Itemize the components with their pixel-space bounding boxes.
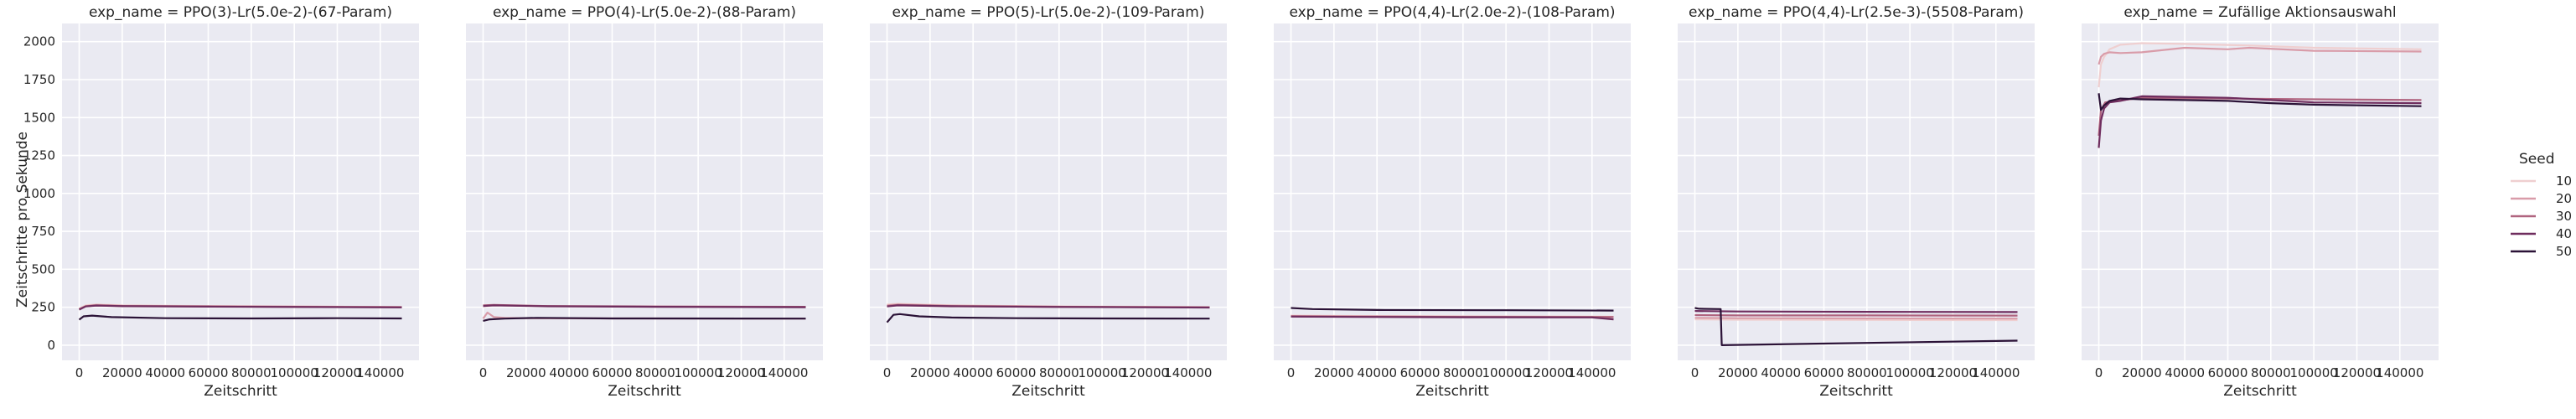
x-tick-label: 100000 — [271, 365, 318, 380]
legend-item-seed-30: 30 — [2511, 209, 2572, 224]
legend-item-seed-20: 20 — [2511, 191, 2572, 206]
x-tick-label: 0 — [883, 365, 892, 380]
y-tick-label: 750 — [31, 224, 55, 239]
panel-2: exp_name = PPO(4)-Lr(5.0e-2)-(88-Param) 0… — [466, 4, 823, 400]
panel-title: exp_name = PPO(4,4)-Lr(2.0e-2)-(108-Para… — [1289, 4, 1615, 21]
series-line-seed-40 — [1695, 311, 2018, 312]
x-tick-label: 80000 — [1443, 365, 1483, 380]
x-tick-label: 0 — [479, 365, 488, 380]
y-tick-label: 0 — [47, 338, 55, 353]
x-tick-label: 20000 — [1314, 365, 1354, 380]
x-tick-label: 120000 — [717, 365, 765, 380]
x-tick-label: 140000 — [1972, 365, 2020, 380]
panel-title: exp_name = PPO(3)-Lr(5.0e-2)-(67-Param) — [89, 4, 392, 21]
legend: Seed 10 20 30 40 50 — [2511, 151, 2572, 259]
x-tick-label: 100000 — [1079, 365, 1126, 380]
y-tick-label: 250 — [31, 300, 55, 315]
x-tick-label: 120000 — [1929, 365, 1977, 380]
legend-label: 10 — [2556, 173, 2572, 189]
x-axis-label: Zeitschritt — [1819, 383, 1893, 400]
x-tick-label: 0 — [2095, 365, 2103, 380]
x-tick-label: 140000 — [1164, 365, 1212, 380]
x-tick-label: 20000 — [2122, 365, 2162, 380]
legend-items: 10 20 30 40 50 — [2511, 173, 2572, 259]
x-tick-label: 60000 — [996, 365, 1037, 380]
x-tick-label: 80000 — [2251, 365, 2291, 380]
plot-area — [870, 23, 1227, 360]
x-axis-label: Zeitschritt — [1415, 383, 1489, 400]
x-axis-label: Zeitschritt — [2223, 383, 2297, 400]
x-tick-label: 100000 — [2290, 365, 2338, 380]
x-tick-label: 20000 — [910, 365, 950, 380]
legend-label: 50 — [2556, 244, 2572, 259]
x-tick-label: 60000 — [1804, 365, 1844, 380]
panel-5: exp_name = PPO(4,4)-Lr(2.5e-3)-(5508-Par… — [1678, 4, 2035, 400]
x-tick-label: 100000 — [1886, 365, 1934, 380]
x-tick-label: 100000 — [1482, 365, 1530, 380]
legend-title: Seed — [2519, 151, 2555, 168]
legend-item-seed-50: 50 — [2511, 244, 2572, 259]
y-tick-label: 2000 — [23, 34, 55, 49]
legend-label: 20 — [2556, 191, 2572, 206]
panel-title: exp_name = PPO(5)-Lr(5.0e-2)-(109-Param) — [892, 4, 1205, 21]
x-tick-label: 140000 — [760, 365, 808, 380]
panel-title: exp_name = Zufällige Aktionsauswahl — [2123, 4, 2396, 21]
x-tick-label: 40000 — [1357, 365, 1397, 380]
x-tick-label: 40000 — [549, 365, 589, 380]
x-tick-label: 140000 — [1568, 365, 1616, 380]
x-tick-label: 60000 — [592, 365, 633, 380]
y-tick-label: 1750 — [23, 72, 55, 87]
y-tick-label: 1000 — [23, 186, 55, 201]
panel-1: exp_name = PPO(3)-Lr(5.0e-2)-(67-Param) 0… — [23, 4, 419, 400]
x-axis-label: Zeitschritt — [608, 383, 681, 400]
x-tick-label: 80000 — [635, 365, 675, 380]
y-tick-label: 1500 — [23, 110, 55, 125]
facet-panels: exp_name = PPO(3)-Lr(5.0e-2)-(67-Param) 0… — [23, 4, 2439, 400]
x-tick-label: 20000 — [506, 365, 546, 380]
x-tick-label: 20000 — [1718, 365, 1758, 380]
legend-item-seed-40: 40 — [2511, 226, 2572, 241]
x-tick-label: 80000 — [1039, 365, 1079, 380]
x-tick-label: 80000 — [231, 365, 272, 380]
series-line-seed-30 — [1695, 315, 2018, 316]
x-axis-label: Zeitschritt — [1011, 383, 1085, 400]
x-tick-label: 40000 — [1761, 365, 1801, 380]
y-tick-label: 1250 — [23, 148, 55, 163]
x-tick-label: 0 — [75, 365, 84, 380]
plot-area — [1678, 23, 2035, 360]
x-tick-label: 20000 — [102, 365, 142, 380]
x-tick-label: 60000 — [189, 365, 229, 380]
x-tick-label: 120000 — [313, 365, 361, 380]
x-tick-label: 120000 — [2333, 365, 2381, 380]
y-tick-label: 500 — [31, 261, 55, 277]
plot-area — [62, 23, 419, 360]
x-tick-label: 40000 — [953, 365, 993, 380]
x-tick-label: 140000 — [2376, 365, 2423, 380]
panel-title: exp_name = PPO(4,4)-Lr(2.5e-3)-(5508-Par… — [1689, 4, 2024, 21]
legend-label: 30 — [2556, 209, 2572, 224]
x-tick-label: 40000 — [2165, 365, 2205, 380]
x-tick-label: 0 — [1287, 365, 1296, 380]
legend-item-seed-10: 10 — [2511, 173, 2572, 189]
panel-title: exp_name = PPO(4)-Lr(5.0e-2)-(88-Param) — [493, 4, 796, 21]
panel-3: exp_name = PPO(5)-Lr(5.0e-2)-(109-Param)… — [870, 4, 1227, 400]
x-tick-label: 120000 — [1525, 365, 1573, 380]
x-tick-label: 60000 — [2208, 365, 2248, 380]
legend-label: 40 — [2556, 226, 2572, 241]
panel-6: exp_name = Zufällige Aktionsauswahl 0 2000… — [2082, 4, 2439, 400]
x-tick-label: 60000 — [1400, 365, 1441, 380]
x-tick-label: 100000 — [675, 365, 722, 380]
x-tick-label: 40000 — [145, 365, 185, 380]
x-tick-label: 80000 — [1847, 365, 1887, 380]
x-tick-label: 140000 — [356, 365, 404, 380]
panel-4: exp_name = PPO(4,4)-Lr(2.0e-2)-(108-Para… — [1274, 4, 1631, 400]
plot-area — [2082, 23, 2439, 360]
x-tick-label: 0 — [1691, 365, 1699, 380]
x-axis-label: Zeitschritt — [204, 383, 277, 400]
x-tick-label: 120000 — [1121, 365, 1169, 380]
plot-area — [466, 23, 823, 360]
